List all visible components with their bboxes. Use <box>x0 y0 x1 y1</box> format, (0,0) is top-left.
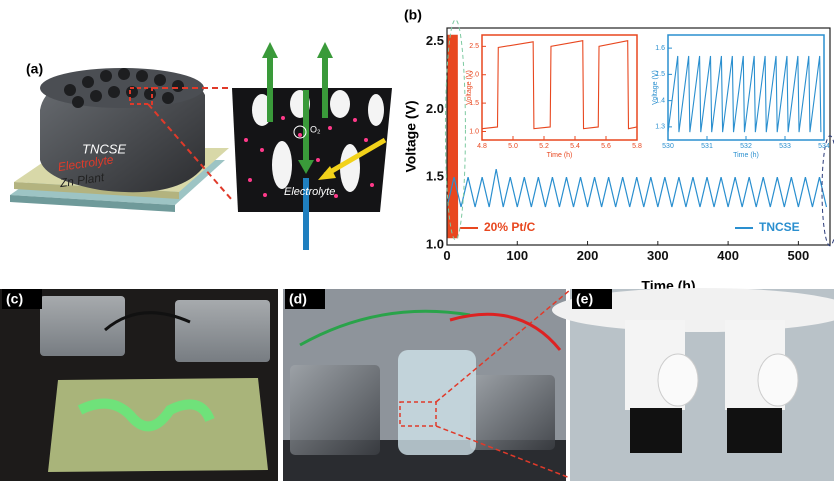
panel-d: (d) <box>283 289 570 481</box>
x-tick-label: 5.6 <box>601 143 611 150</box>
o2-label: O₂ <box>310 124 321 134</box>
y-tick-label: 1.6 <box>655 45 665 52</box>
x-tick-label: 300 <box>647 248 669 263</box>
y-tick-label: 1.3 <box>655 124 665 131</box>
figure: (a) TNCSE Electrolyte Zn Plant <box>0 0 834 481</box>
x-tick-label: 400 <box>717 248 739 263</box>
x-tick-label: 533 <box>779 143 791 150</box>
pore-electrolyte-label: Electrolyte <box>284 186 335 198</box>
series-line <box>447 35 458 238</box>
x-tick-label: 100 <box>506 248 528 263</box>
y-tick-label: 2.5 <box>469 43 479 50</box>
highlight <box>822 136 834 246</box>
battery <box>470 375 555 450</box>
y-axis-label: Voltage (V) <box>403 100 419 172</box>
x-tick-label: 5.0 <box>508 143 518 150</box>
electrode <box>630 408 682 453</box>
x-tick-label: 530 <box>662 143 674 150</box>
y-axis-label: Voltage (V) <box>652 70 659 105</box>
x-tick-label: 534 <box>818 143 830 150</box>
panel-label: (e) <box>576 291 593 307</box>
x-axis-label: Time (h) <box>733 152 759 159</box>
x-tick-label: 4.8 <box>477 143 487 150</box>
panel-e: (e) <box>552 288 834 481</box>
y-tick-label: 2.0 <box>426 101 444 116</box>
screw <box>758 354 798 406</box>
x-tick-label: 5.8 <box>632 143 642 150</box>
plot-area <box>482 35 637 140</box>
panel-b: (b) 1.0 1.5 2.0 2.5 0 100 200 300 400 500 20% Pt/C… <box>403 7 834 294</box>
y-tick-label: 2.5 <box>426 33 444 48</box>
x-tick-label: 532 <box>740 143 752 150</box>
x-tick-label: 200 <box>577 248 599 263</box>
screw <box>658 354 698 406</box>
y-tick-label: 1.0 <box>426 236 444 251</box>
electrode <box>727 408 782 453</box>
panel-c: (c) <box>0 289 278 481</box>
series-line <box>447 169 826 207</box>
panel-label: (b) <box>404 7 422 23</box>
x-tick-label: 5.2 <box>539 143 549 150</box>
panel-label: (d) <box>289 291 307 307</box>
panel-a: (a) TNCSE Electrolyte Zn Plant <box>10 42 392 250</box>
battery <box>290 365 380 455</box>
x-tick-label: 500 <box>788 248 810 263</box>
panel-label: (c) <box>6 291 23 307</box>
legend-label: 20% Pt/C <box>484 220 536 234</box>
panel-label: (a) <box>26 61 43 77</box>
legend-label: TNCSE <box>759 220 800 234</box>
x-axis-label: Time (h) <box>547 152 573 159</box>
y-axis-label: Voltage (V) <box>466 70 473 105</box>
x-tick-label: 5.4 <box>570 143 580 150</box>
y-tick-label: 1.5 <box>426 169 444 184</box>
y-tick-label: 1.0 <box>469 128 479 135</box>
zinc-air-battery <box>175 300 270 362</box>
x-tick-label: 0 <box>443 248 450 263</box>
x-tick-label: 531 <box>701 143 713 150</box>
